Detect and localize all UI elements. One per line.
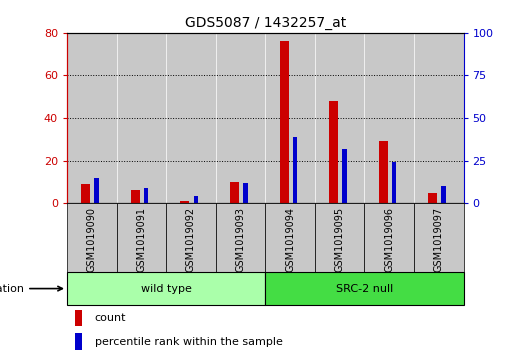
- Bar: [81, 184, 90, 203]
- Bar: [116, 203, 166, 272]
- Bar: [342, 149, 347, 203]
- Bar: [392, 162, 397, 203]
- Bar: [329, 101, 338, 203]
- Bar: [379, 142, 388, 203]
- Bar: [315, 33, 365, 203]
- Bar: [180, 201, 190, 203]
- Title: GDS5087 / 1432257_at: GDS5087 / 1432257_at: [184, 16, 346, 30]
- Text: GSM1019097: GSM1019097: [434, 207, 444, 272]
- Bar: [216, 203, 265, 272]
- Bar: [428, 193, 437, 203]
- Bar: [75, 310, 81, 326]
- Bar: [280, 41, 288, 203]
- Text: GSM1019090: GSM1019090: [87, 207, 97, 272]
- Bar: [94, 178, 99, 203]
- Bar: [116, 33, 166, 203]
- Bar: [166, 33, 216, 203]
- Bar: [230, 182, 239, 203]
- Text: count: count: [95, 313, 126, 323]
- Bar: [365, 33, 414, 203]
- Bar: [243, 183, 248, 203]
- Text: GSM1019096: GSM1019096: [384, 207, 394, 272]
- Text: GSM1019091: GSM1019091: [136, 207, 146, 272]
- Text: wild type: wild type: [141, 284, 192, 294]
- Text: GSM1019093: GSM1019093: [235, 207, 246, 272]
- Bar: [131, 191, 140, 203]
- Bar: [265, 272, 464, 305]
- Text: GSM1019094: GSM1019094: [285, 207, 295, 272]
- Bar: [265, 203, 315, 272]
- Bar: [441, 186, 446, 203]
- Bar: [315, 203, 365, 272]
- Bar: [414, 203, 464, 272]
- Text: percentile rank within the sample: percentile rank within the sample: [95, 337, 283, 347]
- Bar: [75, 333, 81, 350]
- Bar: [144, 188, 148, 203]
- Bar: [67, 33, 116, 203]
- Text: GSM1019095: GSM1019095: [335, 207, 345, 272]
- Bar: [293, 137, 297, 203]
- Bar: [67, 272, 265, 305]
- Text: GSM1019092: GSM1019092: [186, 207, 196, 272]
- Bar: [194, 196, 198, 203]
- Bar: [67, 203, 116, 272]
- Text: SRC-2 null: SRC-2 null: [336, 284, 393, 294]
- Text: genotype/variation: genotype/variation: [0, 284, 62, 294]
- Bar: [265, 33, 315, 203]
- Bar: [414, 33, 464, 203]
- Bar: [216, 33, 265, 203]
- Bar: [166, 203, 216, 272]
- Bar: [365, 203, 414, 272]
